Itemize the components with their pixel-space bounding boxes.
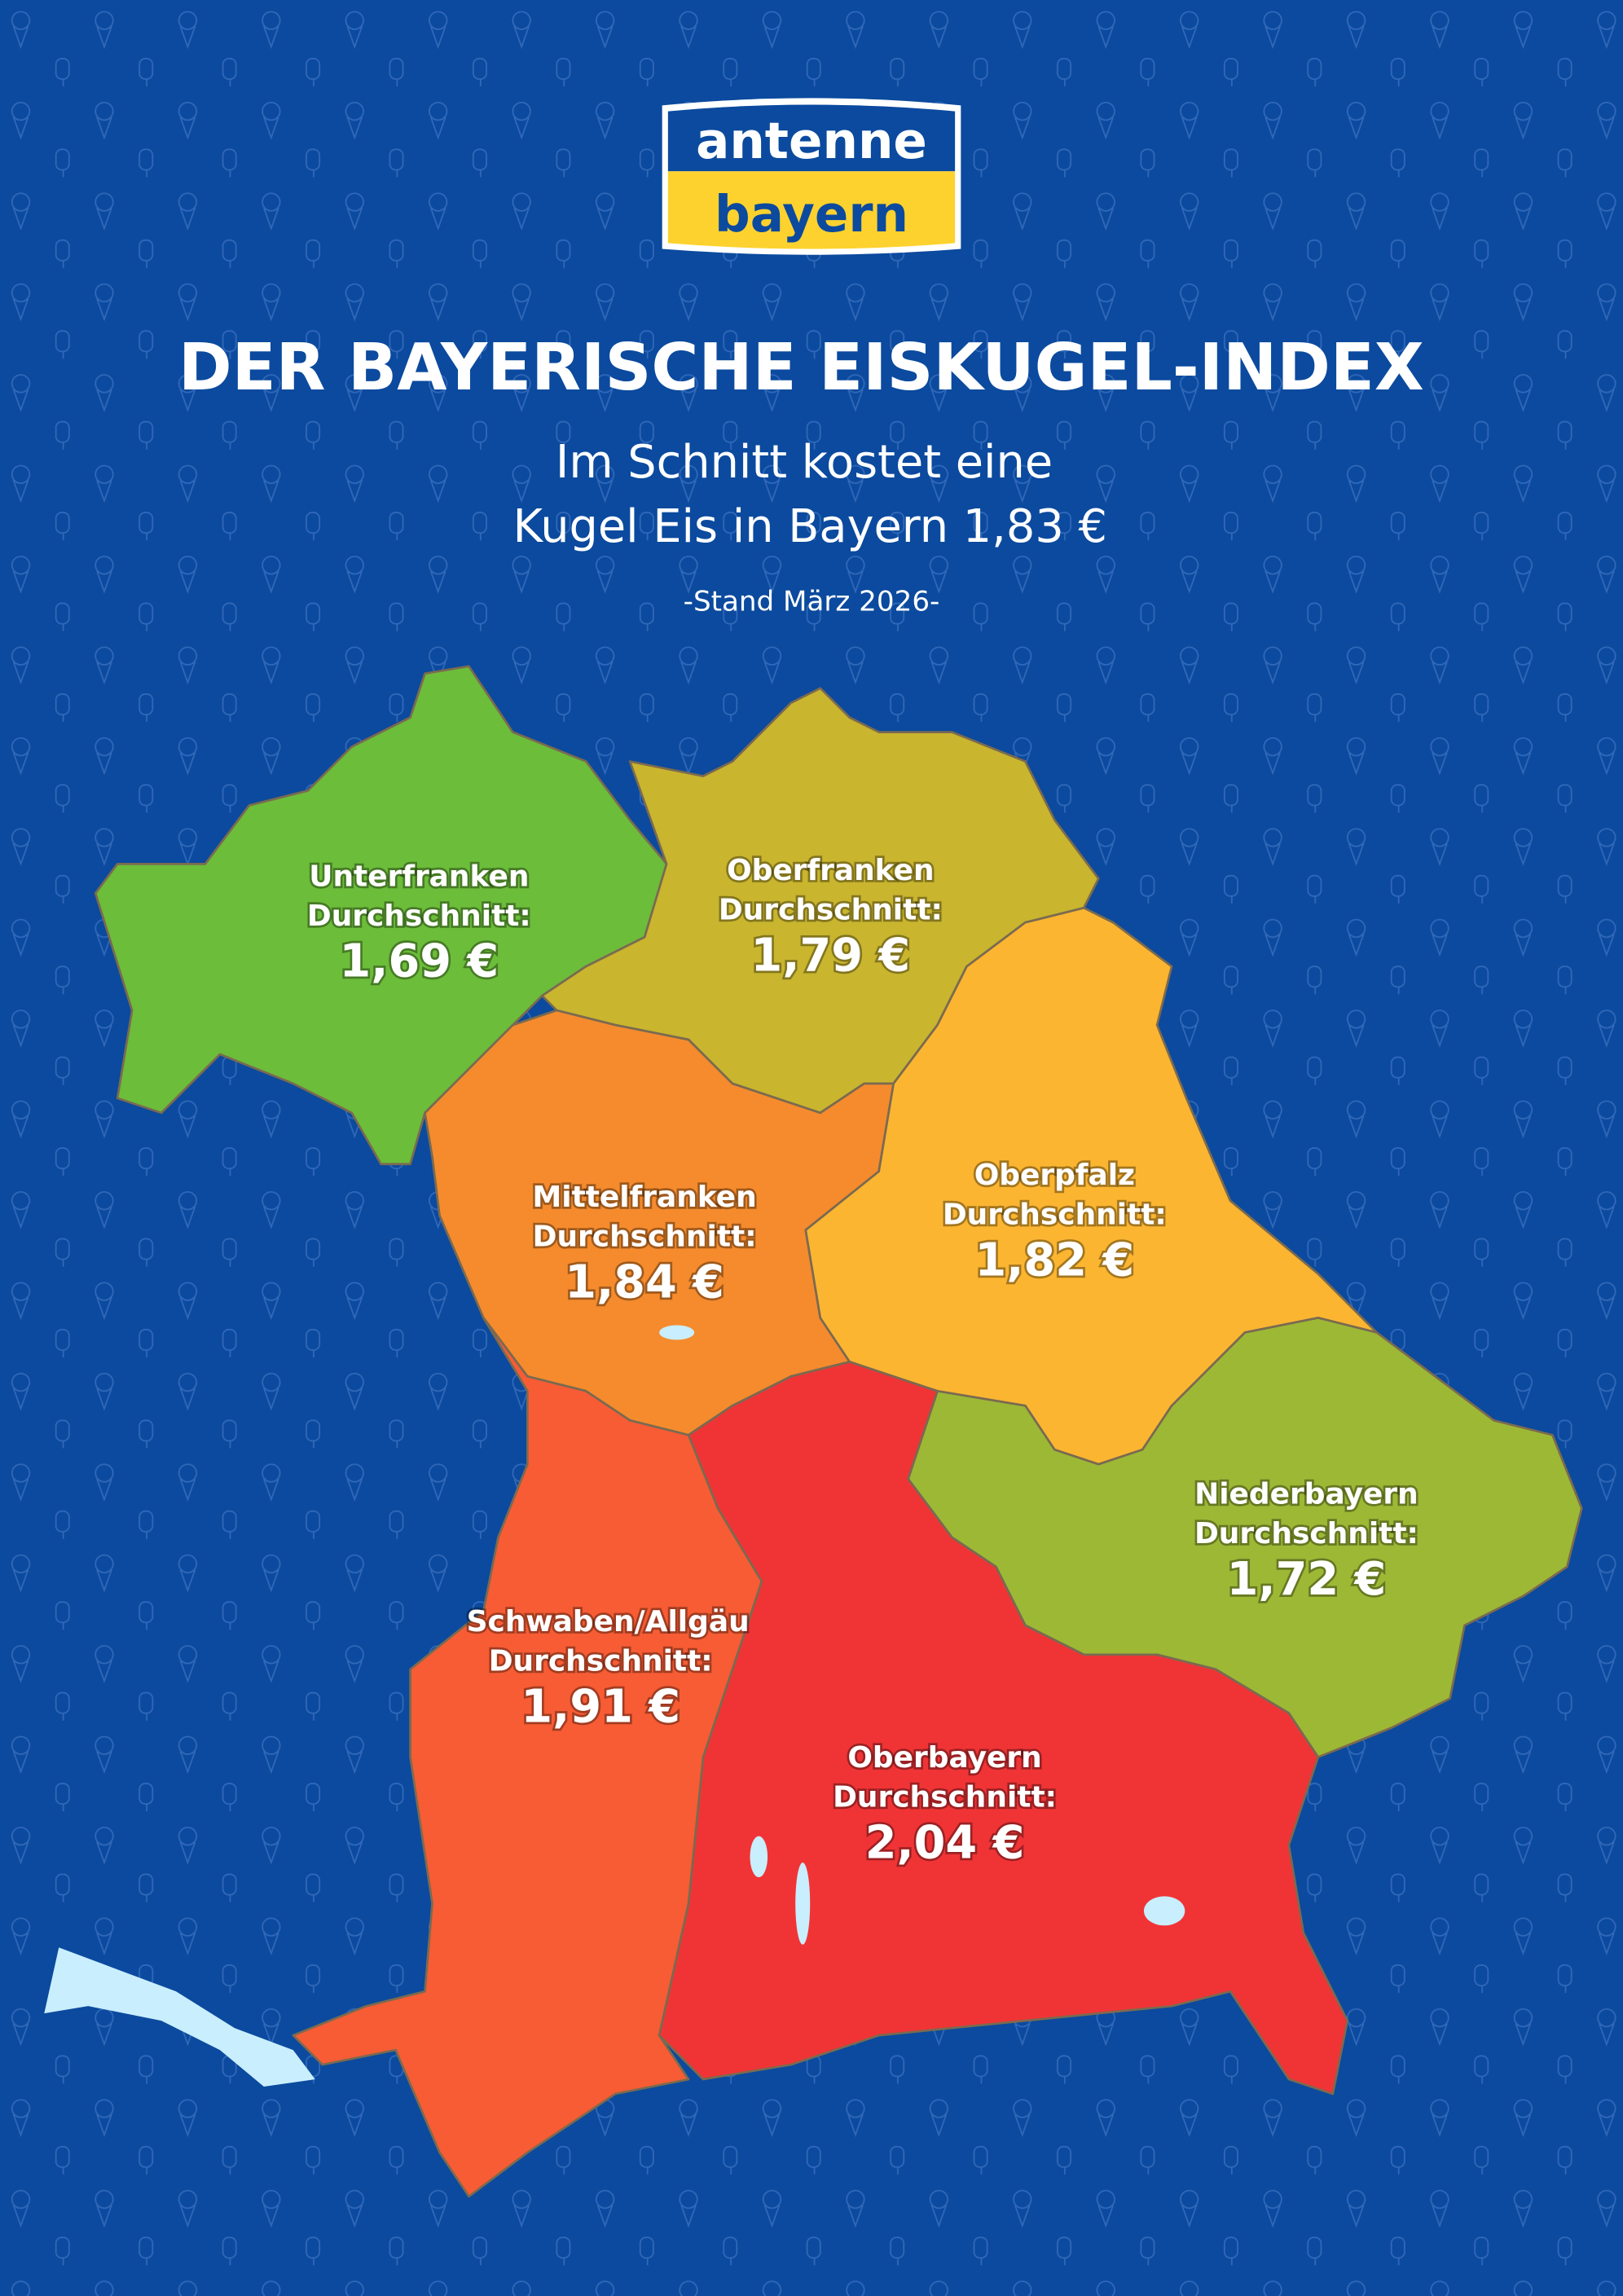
region-price: 1,84 € bbox=[565, 1256, 724, 1309]
region-unterfranken bbox=[94, 665, 668, 1166]
region-average-label: Durchschnitt: bbox=[489, 1645, 713, 1678]
label-oberpfalz: Oberpfalz Durchschnitt: 1,82 € bbox=[940, 1156, 1168, 1289]
region-schwaben-allgaeu bbox=[292, 1317, 763, 2198]
region-name: Oberfranken bbox=[727, 854, 934, 887]
region-price: 1,79 € bbox=[751, 930, 911, 983]
region-name: Schwaben/Allgäu bbox=[467, 1605, 750, 1638]
region-name: Niederbayern bbox=[1194, 1478, 1418, 1511]
logo-line1: antenne bbox=[696, 112, 927, 170]
label-schwaben-allgaeu: Schwaben/Allgäu Durchschnitt: 1,91 € bbox=[464, 1603, 751, 1735]
region-average-label: Durchschnitt: bbox=[833, 1781, 1057, 1814]
date-stand: -Stand März 2026- bbox=[684, 585, 940, 618]
region-price: 1,72 € bbox=[1227, 1553, 1387, 1606]
subtitle-line1: Im Schnitt kostet eine bbox=[556, 436, 1053, 489]
page-title: DER BAYERISCHE EISKUGEL-INDEX bbox=[178, 330, 1424, 405]
antenne-bayern-logo: antenne bayern bbox=[662, 98, 961, 255]
region-price: 1,91 € bbox=[521, 1681, 680, 1734]
logo-line2: bayern bbox=[715, 186, 908, 244]
region-name: Mittelfranken bbox=[533, 1181, 757, 1214]
region-name: Oberpfalz bbox=[974, 1159, 1135, 1192]
region-average-label: Durchschnitt: bbox=[307, 899, 531, 933]
region-average-label: Durchschnitt: bbox=[719, 894, 943, 927]
region-average-label: Durchschnitt: bbox=[1194, 1517, 1418, 1550]
subtitle-line2: Kugel Eis in Bayern 1,83 € bbox=[512, 500, 1106, 553]
label-unterfranken: Unterfranken Durchschnitt: 1,69 € bbox=[305, 858, 533, 991]
label-oberbayern: Oberbayern Durchschnitt: 2,04 € bbox=[830, 1740, 1058, 1872]
label-mittelfranken: Mittelfranken Durchschnitt: 1,84 € bbox=[530, 1178, 759, 1311]
region-average-label: Durchschnitt: bbox=[533, 1220, 757, 1253]
region-price: 1,82 € bbox=[975, 1234, 1135, 1287]
region-average-label: Durchschnitt: bbox=[943, 1198, 1167, 1231]
label-oberfranken: Oberfranken Durchschnitt: 1,79 € bbox=[716, 851, 944, 984]
region-name: Unterfranken bbox=[309, 860, 529, 893]
label-niederbayern: Niederbayern Durchschnitt: 1,72 € bbox=[1192, 1476, 1420, 1608]
region-labels: Unterfranken Durchschnitt: 1,69 € Oberfr… bbox=[305, 851, 1420, 1872]
region-name: Oberbayern bbox=[847, 1741, 1041, 1775]
region-price: 2,04 € bbox=[865, 1817, 1025, 1870]
lake-bodensee bbox=[44, 1947, 315, 2087]
lakes bbox=[659, 1325, 1185, 1945]
bavaria-map bbox=[44, 665, 1583, 2198]
region-price: 1,69 € bbox=[340, 935, 499, 988]
